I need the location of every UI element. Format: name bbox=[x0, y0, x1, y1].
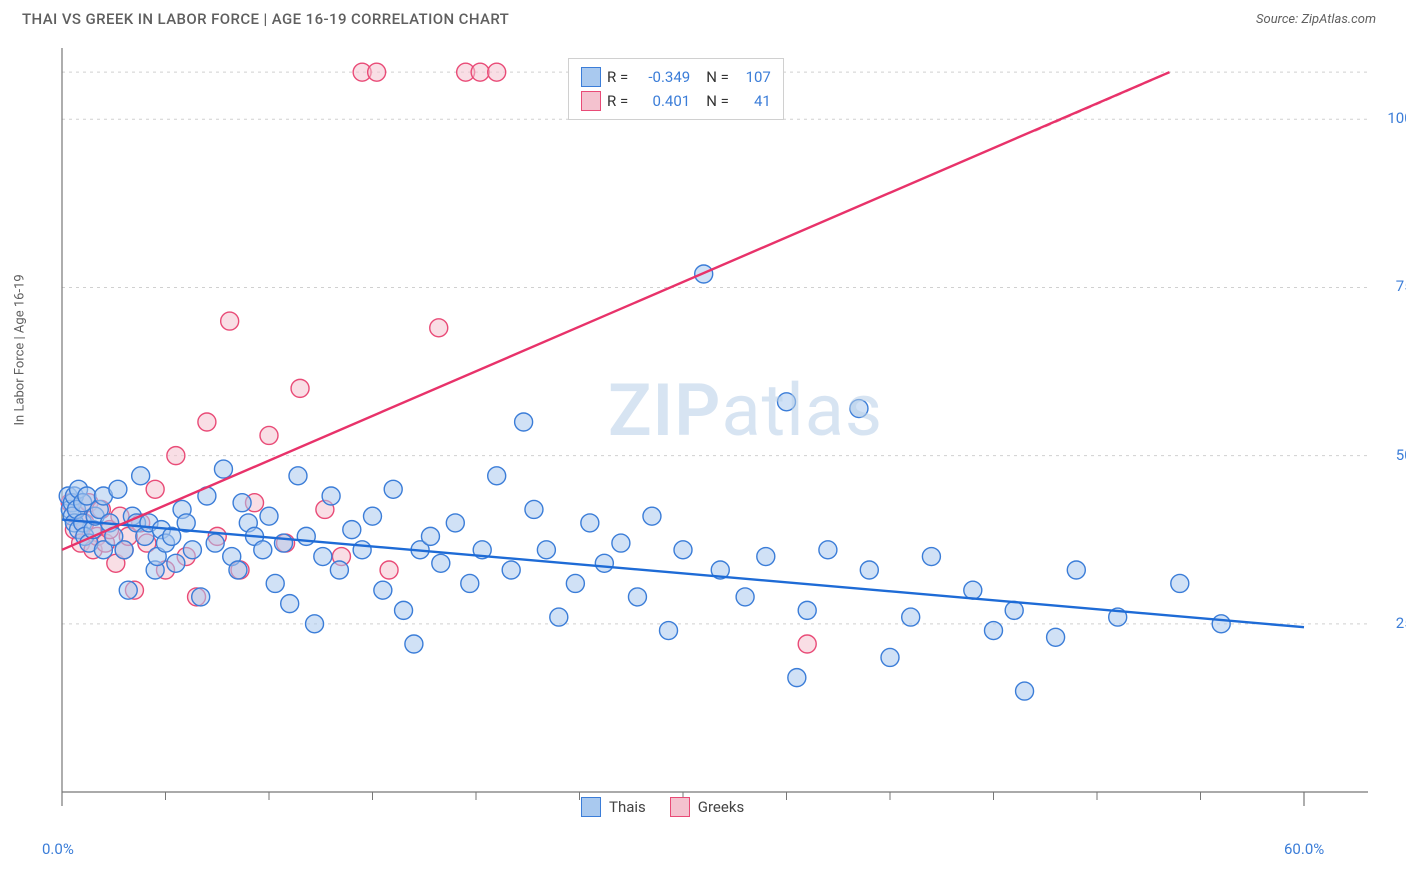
y-tick-label: 50.0% bbox=[1396, 446, 1406, 464]
y-tick-label: 75.0% bbox=[1396, 277, 1406, 295]
correlation-chart: In Labor Force | Age 16-19 ZIPatlas R = … bbox=[48, 48, 1378, 828]
chart-title: THAI VS GREEK IN LABOR FORCE | AGE 16-19… bbox=[22, 10, 509, 28]
series-legend: Thais Greeks bbox=[581, 797, 744, 817]
stats-row-greeks: R = 0.401 N = 41 bbox=[581, 89, 771, 113]
y-axis-label: In Labor Force | Age 16-19 bbox=[13, 274, 28, 425]
y-tick-label: 25.0% bbox=[1396, 614, 1406, 632]
legend-item-greeks: Greeks bbox=[670, 797, 744, 817]
stats-legend: R = -0.349 N = 107 R = 0.401 N = 41 bbox=[568, 58, 784, 120]
swatch-greeks bbox=[581, 91, 601, 111]
source-attribution: Source: ZipAtlas.com bbox=[1256, 12, 1376, 27]
y-tick-label: 100.0% bbox=[1387, 109, 1406, 127]
swatch-thais bbox=[581, 67, 601, 87]
legend-item-thais: Thais bbox=[581, 797, 646, 817]
x-tick-label: 60.0% bbox=[1284, 840, 1324, 858]
stats-row-thais: R = -0.349 N = 107 bbox=[581, 65, 771, 89]
x-tick-label: 0.0% bbox=[42, 840, 74, 858]
swatch-thais-icon bbox=[581, 797, 601, 817]
swatch-greeks-icon bbox=[670, 797, 690, 817]
